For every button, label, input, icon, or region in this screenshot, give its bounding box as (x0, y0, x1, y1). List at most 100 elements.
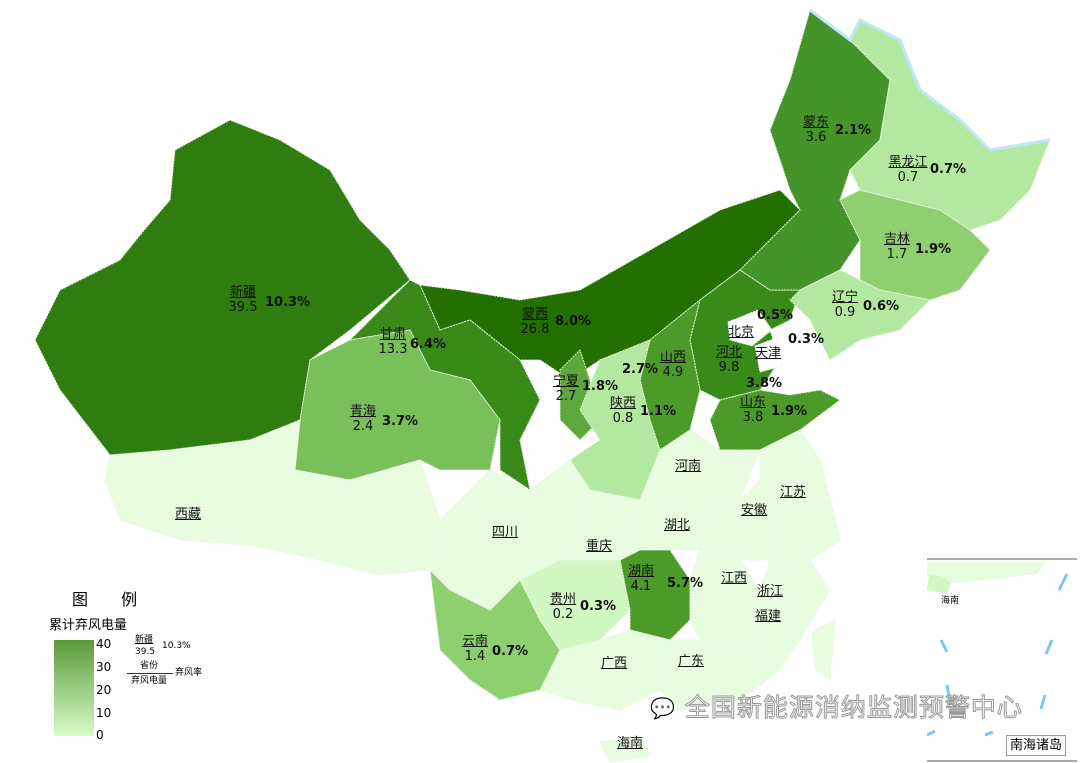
province-curtailment-rate: 1.9% (915, 242, 952, 257)
province-label: 四川 (485, 525, 525, 540)
province-energy: 0.8 (612, 411, 634, 426)
province-curtailment-rate: 0.5% (757, 308, 794, 323)
province-shandong (709, 389, 841, 451)
province-energy: 3.8 (742, 410, 764, 425)
province-energy: 4.9 (662, 365, 684, 380)
legend-tick: 30 (96, 660, 112, 674)
province-curtailment-rate: 3.7% (382, 414, 419, 429)
province-name: 黑龙江 (888, 155, 928, 170)
province-name: 宁夏 (552, 374, 579, 389)
province-label: 河南 (668, 459, 708, 474)
province-name: 河南 (674, 459, 701, 474)
province-label: 吉林 1.7 (877, 232, 917, 262)
province-curtailment-rate: 3.8% (746, 376, 783, 391)
province-label: 甘肃 13.3 (373, 327, 413, 357)
legend-title: 图 例 (72, 590, 152, 609)
province-name: 四川 (491, 525, 518, 540)
province-energy: 1.7 (886, 247, 908, 262)
province-name: 新疆 (229, 285, 256, 300)
border-line (809, 8, 1051, 152)
province-label: 湖南 4.1 (621, 564, 661, 594)
province-beijing (727, 309, 773, 347)
province-label: 广东 (671, 654, 711, 669)
province-energy: 13.3 (378, 342, 408, 357)
legend-example-province: 新疆 (135, 635, 154, 645)
province-shaanxi (569, 339, 661, 501)
province-name: 江苏 (779, 485, 806, 500)
watermark: 💬 全国新能源消纳监测预警中心 (650, 693, 1023, 722)
province-label: 蒙西 26.8 (515, 307, 555, 337)
province-label: 安徽 (734, 503, 774, 518)
watermark-text: 全国新能源消纳监测预警中心 (684, 693, 1023, 722)
province-curtailment-rate: 8.0% (555, 314, 592, 329)
legend-tick: 40 (96, 637, 112, 651)
province-label: 北京 (721, 325, 761, 340)
province-energy: 26.8 (520, 322, 550, 337)
legend-tick: 20 (96, 683, 112, 697)
province-name: 西藏 (174, 507, 201, 522)
province-hubei (619, 499, 701, 561)
province-name: 云南 (461, 634, 488, 649)
province-energy: 0.2 (552, 607, 574, 622)
province-label: 贵州 0.2 (543, 592, 583, 622)
legend-example-energy: 39.5 (135, 647, 156, 657)
province-label: 青海 2.4 (343, 404, 383, 434)
wechat-icon: 💬 (650, 696, 676, 721)
province-name: 天津 (754, 346, 781, 361)
province-name: 湖南 (627, 564, 654, 579)
province-name: 山东 (739, 395, 766, 410)
province-name: 蒙东 (802, 115, 829, 130)
province-energy: 9.8 (718, 360, 740, 375)
province-name: 安徽 (740, 503, 767, 518)
province-guangdong (659, 639, 781, 711)
province-label: 山东 3.8 (733, 395, 773, 425)
province-energy: 3.6 (805, 130, 827, 145)
province-name: 广东 (677, 654, 704, 669)
province-label: 湖北 (657, 518, 697, 533)
province-label: 福建 (748, 609, 788, 624)
province-name: 河北 (715, 345, 742, 360)
province-name: 广西 (600, 656, 627, 671)
province-label: 陕西 0.8 (603, 396, 643, 426)
province-energy: 1.4 (464, 649, 486, 664)
province-name: 吉林 (883, 232, 910, 247)
province-label: 江西 (714, 571, 754, 586)
inset-label: 南海诸岛 (1006, 735, 1067, 756)
province-jiangxi (689, 549, 761, 651)
province-energy: 0.7 (897, 170, 919, 185)
province-label: 浙江 (750, 584, 790, 599)
province-label: 云南 1.4 (455, 634, 495, 664)
province-curtailment-rate: 2.1% (835, 123, 872, 138)
province-name: 青海 (349, 404, 376, 419)
province-label: 辽宁 0.9 (825, 290, 865, 320)
province-name: 江西 (720, 571, 747, 586)
province-curtailment-rate: 0.3% (580, 599, 617, 614)
province-name: 甘肃 (379, 327, 406, 342)
province-label: 西藏 (168, 507, 208, 522)
province-name: 辽宁 (831, 290, 858, 305)
province-name: 重庆 (585, 539, 612, 554)
province-name: 北京 (727, 325, 754, 340)
province-energy: 2.7 (555, 389, 577, 404)
province-liaoning (789, 269, 932, 361)
province-name: 蒙西 (521, 307, 548, 322)
province-name: 山西 (659, 350, 686, 365)
inset-hainan-label: 海南 (941, 596, 960, 606)
province-energy: 4.1 (630, 579, 652, 594)
province-label: 海南 (610, 736, 650, 751)
province-label: 山西 4.9 (653, 350, 693, 380)
province-energy: 39.5 (228, 300, 258, 315)
legend-key-energy: 弃风电量 (131, 676, 168, 686)
province-hunan (619, 549, 691, 641)
legend-example-rate: 10.3% (162, 641, 191, 651)
province-label: 蒙东 3.6 (796, 115, 836, 145)
legend-color-ramp (54, 640, 94, 736)
province-tianjin (754, 337, 783, 373)
province-curtailment-rate: 0.7% (930, 162, 967, 177)
province-label: 黑龙江 0.7 (888, 155, 928, 185)
province-label: 河北 9.8 (709, 345, 749, 375)
legend-key-rate: 弃风率 (175, 668, 203, 678)
province-name: 浙江 (756, 584, 783, 599)
province-curtailment-rate: 10.3% (265, 295, 311, 310)
province-energy: 2.4 (352, 419, 374, 434)
